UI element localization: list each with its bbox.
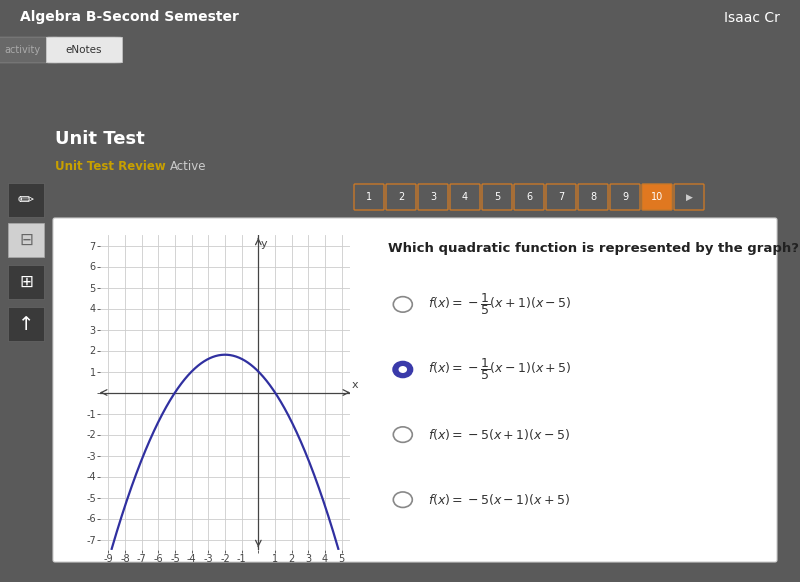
Text: 1: 1 (366, 192, 372, 202)
FancyBboxPatch shape (418, 184, 448, 210)
Text: 3: 3 (430, 192, 436, 202)
Text: Unit Test Review: Unit Test Review (55, 160, 166, 173)
Text: ⊞: ⊞ (19, 273, 33, 291)
FancyBboxPatch shape (546, 184, 576, 210)
Text: ✏: ✏ (18, 190, 34, 210)
Text: 8: 8 (590, 192, 596, 202)
Text: ↑: ↑ (18, 314, 34, 333)
Text: Isaac Cr: Isaac Cr (724, 10, 780, 24)
Text: y: y (261, 239, 267, 249)
Text: $f(x) = -5(x + 1)(x - 5)$: $f(x) = -5(x + 1)(x - 5)$ (427, 427, 570, 442)
Text: 6: 6 (526, 192, 532, 202)
Text: eNotes: eNotes (66, 45, 102, 55)
Text: $f(x) = -\dfrac{1}{5}(x + 1)(x - 5)$: $f(x) = -\dfrac{1}{5}(x + 1)(x - 5)$ (427, 292, 571, 317)
Bar (8, 265, 44, 299)
Bar (8, 183, 44, 217)
FancyBboxPatch shape (53, 218, 777, 562)
Text: 2: 2 (398, 192, 404, 202)
Bar (8, 223, 44, 257)
Text: ⊟: ⊟ (19, 231, 33, 249)
Text: $f(x) = -\dfrac{1}{5}(x - 1)(x + 5)$: $f(x) = -\dfrac{1}{5}(x - 1)(x + 5)$ (427, 357, 571, 382)
Text: Active: Active (170, 160, 206, 173)
FancyBboxPatch shape (354, 184, 384, 210)
Circle shape (394, 492, 412, 508)
Circle shape (398, 366, 407, 373)
Text: 5: 5 (494, 192, 500, 202)
Text: 4: 4 (462, 192, 468, 202)
Text: 10: 10 (651, 192, 663, 202)
Text: Which quadratic function is represented by the graph?: Which quadratic function is represented … (388, 242, 798, 255)
FancyBboxPatch shape (514, 184, 544, 210)
Text: x: x (352, 380, 358, 391)
Text: 9: 9 (622, 192, 628, 202)
Text: $f(x) = -5(x - 1)(x + 5)$: $f(x) = -5(x - 1)(x + 5)$ (427, 492, 570, 507)
FancyBboxPatch shape (674, 184, 704, 210)
FancyBboxPatch shape (0, 37, 58, 63)
FancyBboxPatch shape (482, 184, 512, 210)
Text: Unit Test: Unit Test (55, 130, 145, 148)
Text: Algebra B-Second Semester: Algebra B-Second Semester (20, 10, 239, 24)
Circle shape (394, 362, 412, 377)
FancyBboxPatch shape (610, 184, 640, 210)
FancyBboxPatch shape (386, 184, 416, 210)
Text: ▶: ▶ (686, 193, 693, 201)
Circle shape (394, 427, 412, 442)
FancyBboxPatch shape (578, 184, 608, 210)
Text: activity: activity (4, 45, 41, 55)
Circle shape (394, 297, 412, 312)
Text: 7: 7 (558, 192, 564, 202)
FancyBboxPatch shape (642, 184, 672, 210)
Bar (8, 307, 44, 341)
FancyBboxPatch shape (450, 184, 480, 210)
FancyBboxPatch shape (46, 37, 122, 63)
